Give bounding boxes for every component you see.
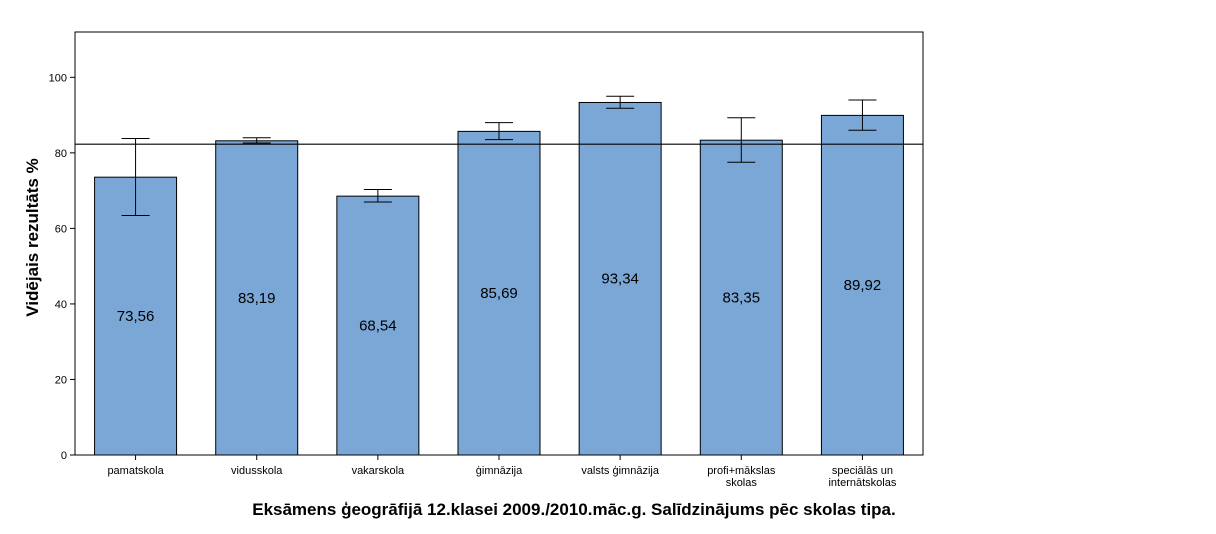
bar-value-label: 83,19 (238, 290, 276, 307)
bar-value-label: 68,54 (359, 318, 397, 335)
error-bars-group (121, 95, 877, 217)
bar-value-label: 83,35 (723, 290, 761, 307)
x-category-label: skolas (726, 477, 758, 489)
y-tick-label: 60 (55, 223, 67, 235)
bars-group (94, 101, 904, 456)
x-axis-labels: pamatskola vidusskola vakarskola ģimnāzija v… (107, 455, 897, 489)
y-tick-label: 0 (61, 450, 67, 462)
y-tick-label: 20 (55, 374, 67, 386)
y-axis: 0 20 40 60 80 100 (49, 72, 75, 462)
bar (215, 140, 299, 456)
x-category-label: profi+mākslas (707, 465, 776, 477)
y-axis-title: Vidējais rezultāts % (23, 158, 42, 316)
y-tick-label: 100 (49, 72, 67, 84)
x-category-label: pamatskola (107, 465, 164, 477)
x-category-label: valsts ģimnāzija (581, 464, 660, 477)
value-labels-group: 73,56 83,19 68,54 85,69 93,34 83,35 89,92 (117, 271, 881, 335)
y-tick-label: 40 (55, 299, 67, 311)
bar (699, 139, 783, 456)
bar-value-label: 85,69 (480, 285, 518, 302)
chart-title: Eksāmens ģeogrāfijā 12.klasei 2009./2010… (252, 500, 896, 519)
bar-value-label: 73,56 (117, 308, 155, 325)
bar (820, 114, 904, 456)
bar-value-label: 93,34 (601, 271, 639, 288)
y-tick-label: 80 (55, 148, 67, 160)
x-category-label: vakarskola (352, 465, 405, 477)
bar-value-label: 89,92 (844, 277, 882, 294)
x-category-label: internātskolas (828, 477, 896, 489)
bar (336, 195, 420, 456)
x-category-label: speciālās un (832, 465, 893, 477)
x-category-label: vidusskola (231, 465, 283, 477)
x-category-label: ģimnāzija (476, 464, 523, 477)
